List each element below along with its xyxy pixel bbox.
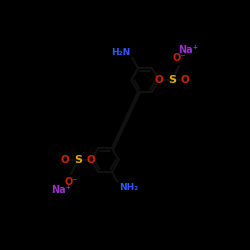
Text: S: S [168, 75, 176, 85]
Text: NH₂: NH₂ [119, 183, 138, 192]
Text: O: O [61, 155, 70, 165]
Text: S: S [74, 155, 82, 165]
Text: Na⁺: Na⁺ [178, 45, 199, 55]
Text: O: O [155, 75, 164, 85]
Text: O: O [180, 75, 189, 85]
Text: O⁻: O⁻ [64, 177, 78, 187]
Text: H₂N: H₂N [111, 48, 130, 57]
Text: O⁻: O⁻ [172, 53, 186, 63]
Text: Na⁺: Na⁺ [52, 185, 72, 195]
Text: O: O [86, 155, 95, 165]
